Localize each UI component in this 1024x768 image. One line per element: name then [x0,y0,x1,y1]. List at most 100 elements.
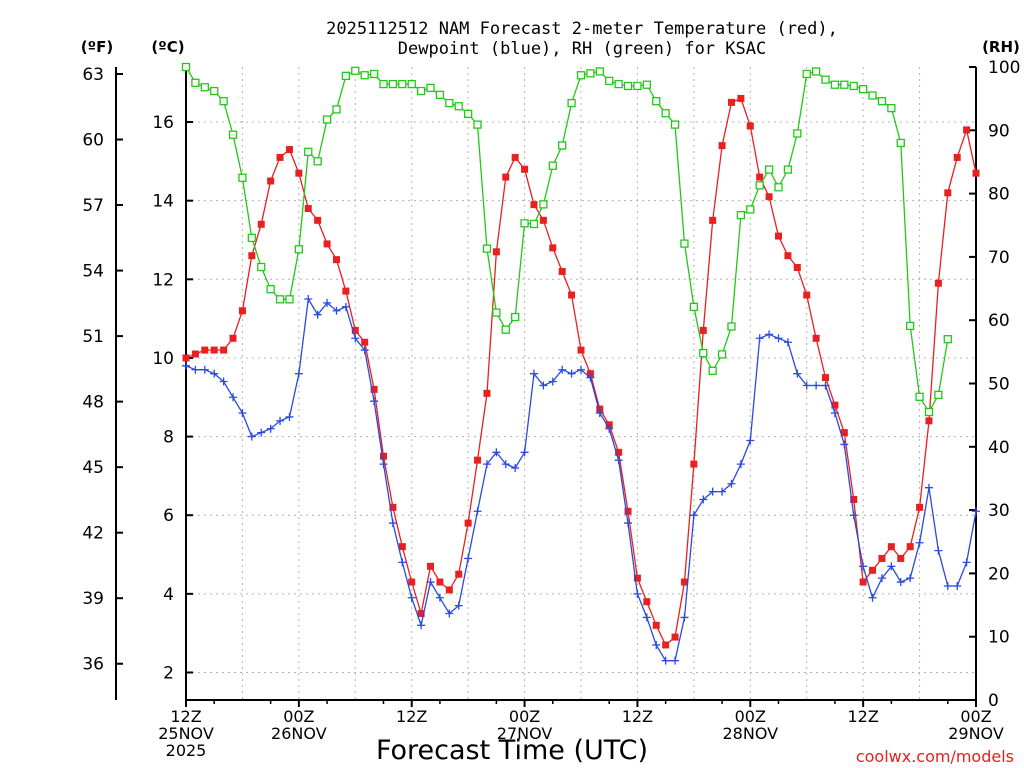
dewpoint-point [426,578,435,587]
temperature-point [680,578,688,586]
fahrenheit-tick-label: 39 [82,589,104,609]
rh-tick-label: 40 [988,438,1010,458]
celsius-tick-label: 12 [152,270,174,290]
rh-point [689,302,699,312]
x-tick-label: 2025 [166,741,207,760]
rh-tick-label: 60 [988,311,1010,331]
dewpoint-point [812,381,821,390]
dewpoint-point [257,428,266,437]
temperature-point [840,429,848,437]
fahrenheit-tick-label: 48 [82,393,104,413]
chart-grid [186,67,976,700]
celsius-tick-label: 8 [163,428,174,448]
dewpoint-point [972,507,980,516]
temperature-point [248,252,256,260]
temperature-point [624,507,632,515]
dewpoint-point [605,424,614,433]
dewpoint-point [539,381,548,390]
temperature-point [332,256,340,264]
rh-point [191,78,200,87]
chart-series [181,62,980,665]
dewpoint-point [586,373,595,382]
dewpoint-point [417,621,426,630]
celsius-tick-label: 16 [152,113,174,133]
rh-point [586,69,595,78]
dewpoint-point [624,519,633,528]
dewpoint-point [802,381,811,390]
temperature-point [765,193,773,201]
dewpoint-point [435,593,444,602]
rh-point [858,85,868,94]
rh-point [896,138,905,148]
rh-point [511,312,520,322]
temperature-point [652,621,660,629]
rh-point [473,120,482,129]
fahrenheit-tick-label: 54 [82,262,104,282]
temperature-point [577,346,585,354]
credit-label: coolwx.com/models [856,747,1014,766]
x-axis-label: Forecast Time (UTC) [376,735,648,766]
x-tick-label: 00Z [283,707,314,726]
dewpoint-point [219,377,228,386]
dewpoint-point [370,397,379,406]
rh-tick-label: 80 [988,185,1010,205]
dewpoint-point [191,365,200,374]
celsius-tick-label: 2 [163,663,174,683]
fahrenheit-tick-label: 63 [82,65,104,85]
temperature-point [389,503,397,511]
dewpoint-point [887,562,896,571]
temperature-point [220,346,228,354]
chart-tick-labels: 36 39 42 45 48 51 54 57 60 63 2 4 6 8 10 12 14 16 0 10 20 30 4… [82,58,1020,760]
temperature-point [361,338,369,346]
temperature-point [737,94,745,102]
temperature-point [869,566,877,574]
rh-point [219,97,228,106]
dewpoint-point [896,578,905,587]
rh-point [652,97,661,106]
temperature-point [568,291,576,299]
temperature-point [699,326,707,334]
rh-tick-label: 100 [988,58,1020,78]
chart-title-line-2: Dewpoint (blue), RH (green) for KSAC [398,39,766,59]
dewpoint-point [341,302,350,311]
rh-tick-label: 10 [988,628,1010,648]
rh-tick-label: 70 [988,248,1010,268]
temperature-point [351,326,359,334]
dewpoint-point [276,416,285,425]
dewpoint-point [934,546,943,555]
temperature-point [323,240,331,248]
dewpoint-point [294,369,303,378]
rh-point [633,81,642,91]
dewpoint-point [398,558,407,567]
celsius-tick-label: 14 [152,192,174,212]
dewpoint-point [229,393,238,402]
dewpoint-point [830,408,839,417]
dewpoint-point [210,369,219,378]
temperature-point [784,252,792,260]
rh-point [435,90,445,100]
rh-point [708,366,717,375]
dewpoint-point [332,306,341,315]
rh-point [680,239,689,248]
dewpoint-point [379,460,388,469]
rh-point [736,210,746,220]
fahrenheit-tick-label: 42 [82,524,104,544]
rh-point [501,325,510,334]
temperature-point [436,578,444,586]
temperature-point [746,122,754,130]
dewpoint-point [473,507,482,516]
temperature-point [756,173,764,181]
rh-point [341,71,351,81]
rh-point [906,321,915,331]
temperature-point [963,126,971,134]
rh-point [943,335,952,344]
temperature-point [831,401,839,409]
temperature-point [276,153,284,161]
rh-tick-label: 90 [988,121,1010,141]
dewpoint-point [736,460,745,469]
temperature-point [793,264,801,272]
dewpoint-point [943,581,952,590]
rh-point [285,295,294,304]
x-tick-label: 00Z [509,707,540,726]
rh-point [200,83,209,92]
